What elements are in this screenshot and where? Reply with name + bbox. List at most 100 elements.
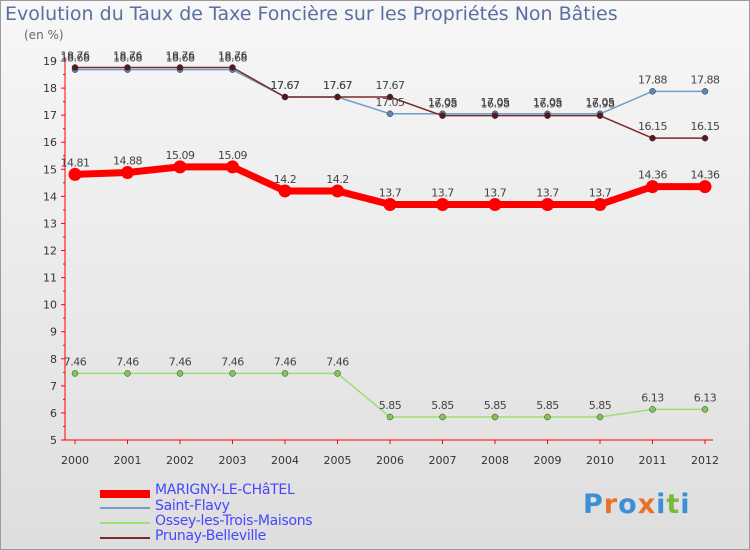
- data-label-saint-flavy: 17.05: [481, 96, 510, 109]
- data-label-saint-flavy: 17.67: [271, 79, 300, 92]
- unit-label: (en %): [24, 28, 64, 42]
- data-point-ossey-les-trois-maisons: [701, 406, 709, 413]
- logo-letter: i: [656, 489, 667, 520]
- x-tick-label: 2003: [219, 454, 247, 467]
- data-label-ossey-les-trois-maisons: 6.13: [641, 391, 664, 404]
- data-label-ossey-les-trois-maisons: 6.13: [694, 391, 717, 404]
- data-label-prunay-belleville: 18.76: [218, 49, 247, 62]
- y-tick-label: 9: [50, 326, 57, 339]
- y-tick-label: 17: [43, 109, 57, 122]
- data-point-marigny-le-ch-tel: [383, 197, 397, 211]
- data-point-marigny-le-ch-tel: [331, 184, 344, 198]
- data-label-saint-flavy: 17.05: [586, 96, 615, 109]
- data-point-prunay-belleville: [386, 93, 394, 101]
- data-point-prunay-belleville: [649, 134, 656, 142]
- data-point-ossey-les-trois-maisons: [386, 413, 394, 421]
- data-label-marigny-le-ch-tel: 13.7: [589, 186, 612, 199]
- chart-title: Evolution du Taux de Taxe Foncière sur l…: [5, 3, 618, 25]
- data-label-prunay-belleville: 16.98: [428, 98, 457, 111]
- data-point-ossey-les-trois-maisons: [124, 370, 131, 377]
- data-label-ossey-les-trois-maisons: 5.85: [431, 399, 454, 412]
- data-label-saint-flavy: 18.68: [113, 52, 142, 65]
- data-point-marigny-le-ch-tel: [436, 197, 449, 211]
- x-tick-label: 2002: [166, 454, 194, 467]
- y-tick-label: 6: [50, 407, 57, 420]
- data-label-marigny-le-ch-tel: 13.7: [431, 186, 454, 199]
- data-point-marigny-le-ch-tel: [226, 160, 239, 174]
- data-point-ossey-les-trois-maisons: [229, 370, 236, 377]
- y-tick-label: 15: [43, 163, 57, 176]
- data-label-ossey-les-trois-maisons: 5.85: [379, 399, 402, 412]
- y-tick-label: 16: [43, 136, 57, 149]
- data-label-saint-flavy: 18.68: [166, 52, 195, 65]
- y-tick-label: 8: [50, 353, 57, 366]
- data-label-prunay-belleville: 16.15: [691, 120, 720, 133]
- data-label-ossey-les-trois-maisons: 5.85: [484, 399, 507, 412]
- data-point-prunay-belleville: [71, 64, 79, 71]
- legend-swatch-prunay: [100, 537, 150, 539]
- y-tick-label: 14: [43, 190, 57, 203]
- data-point-saint-flavy: [649, 88, 656, 95]
- data-label-ossey-les-trois-maisons: 7.46: [274, 355, 297, 368]
- data-point-saint-flavy: [386, 110, 394, 118]
- x-tick-label: 2011: [639, 454, 667, 467]
- data-point-marigny-le-ch-tel: [278, 184, 292, 198]
- data-label-marigny-le-ch-tel: 14.2: [274, 173, 297, 186]
- data-point-prunay-belleville: [439, 112, 446, 119]
- data-label-ossey-les-trois-maisons: 7.46: [221, 355, 244, 368]
- data-point-marigny-le-ch-tel: [541, 197, 554, 211]
- data-label-saint-flavy: 17.05: [533, 96, 562, 109]
- logo-letter: r: [603, 489, 619, 520]
- data-label-marigny-le-ch-tel: 15.09: [218, 149, 247, 162]
- data-label-prunay-belleville: 16.98: [481, 98, 510, 111]
- data-label-ossey-les-trois-maisons: 7.46: [64, 355, 87, 368]
- data-label-prunay-belleville: 16.15: [638, 120, 667, 133]
- logo-letter: t: [666, 489, 681, 520]
- data-label-ossey-les-trois-maisons: 7.46: [169, 355, 192, 368]
- data-point-ossey-les-trois-maisons: [71, 370, 79, 377]
- x-tick-label: 2005: [324, 454, 352, 467]
- legend-swatch-marigny: [100, 490, 150, 498]
- data-label-marigny-le-ch-tel: 14.88: [113, 155, 142, 168]
- data-label-marigny-le-ch-tel: 13.7: [484, 186, 507, 199]
- x-tick-label: 2009: [534, 454, 562, 467]
- y-tick-label: 5: [50, 434, 57, 447]
- legend-swatch-ossey: [100, 522, 150, 524]
- data-label-marigny-le-ch-tel: 13.7: [379, 186, 402, 199]
- x-tick-label: 2004: [271, 454, 299, 467]
- data-label-prunay-belleville: 17.67: [323, 79, 352, 92]
- data-label-ossey-les-trois-maisons: 7.46: [326, 355, 349, 368]
- x-tick-label: 2007: [429, 454, 457, 467]
- data-label-prunay-belleville: 16.98: [586, 98, 615, 111]
- data-label-prunay-belleville: 18.76: [166, 49, 195, 62]
- data-label-marigny-le-ch-tel: 15.09: [166, 149, 195, 162]
- data-point-prunay-belleville: [596, 112, 604, 119]
- data-label-saint-flavy: 18.68: [61, 52, 90, 65]
- data-point-marigny-le-ch-tel: [593, 197, 607, 211]
- data-point-ossey-les-trois-maisons: [544, 413, 551, 421]
- data-point-marigny-le-ch-tel: [646, 180, 659, 194]
- data-label-saint-flavy: 17.05: [428, 96, 457, 109]
- legend-label-marigny: MARIGNY-LE-CHâTEL: [155, 482, 295, 498]
- data-label-marigny-le-ch-tel: 14.2: [326, 173, 349, 186]
- logo-letter: x: [637, 489, 657, 520]
- y-tick-label: 7: [50, 380, 57, 393]
- data-label-marigny-le-ch-tel: 14.36: [638, 169, 667, 182]
- y-tick-label: 18: [43, 82, 57, 95]
- legend-label-ossey: Ossey-les-Trois-Maisons: [155, 513, 313, 529]
- y-tick-label: 13: [43, 217, 57, 230]
- y-tick-label: 12: [43, 245, 57, 258]
- data-label-prunay-belleville: 18.76: [61, 49, 90, 62]
- data-point-prunay-belleville: [229, 64, 236, 71]
- data-label-ossey-les-trois-maisons: 5.85: [536, 399, 559, 412]
- x-tick-label: 2008: [481, 454, 509, 467]
- legend-label-prunay: Prunay-Belleville: [155, 528, 266, 544]
- data-label-marigny-le-ch-tel: 13.7: [536, 186, 559, 199]
- data-label-saint-flavy: 17.88: [691, 73, 720, 86]
- data-point-prunay-belleville: [334, 93, 341, 101]
- data-label-prunay-belleville: 17.67: [271, 79, 300, 92]
- data-point-ossey-les-trois-maisons: [334, 370, 341, 377]
- data-point-ossey-les-trois-maisons: [491, 413, 499, 421]
